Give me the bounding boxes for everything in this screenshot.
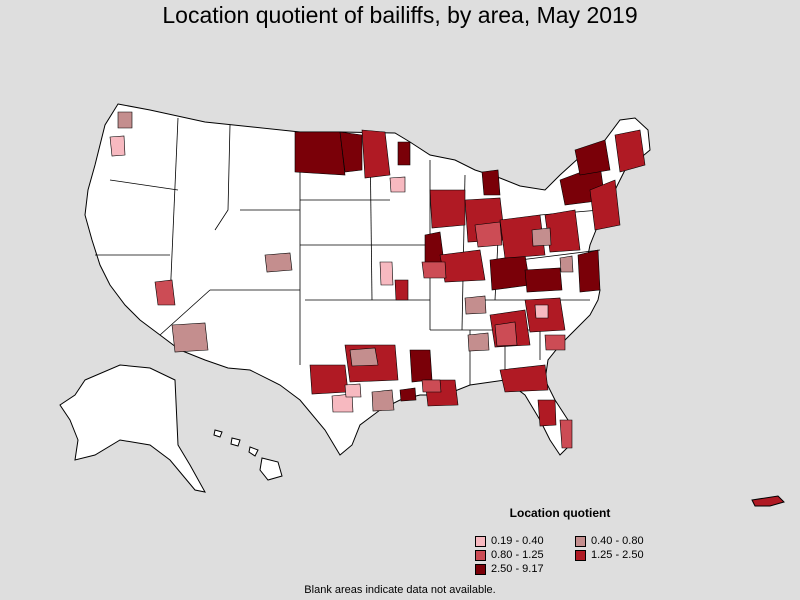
legend-item-1.25-2.50: 1.25 - 2.50 (575, 548, 644, 562)
puerto-rico-shape (751, 495, 785, 507)
legend-swatch (575, 549, 586, 561)
legend-swatch (475, 535, 486, 547)
legend-swatch (575, 535, 586, 547)
legend-item-0.80-1.25: 0.80 - 1.25 (475, 548, 544, 562)
legend-swatch (475, 563, 486, 575)
legend-swatch (475, 549, 486, 561)
legend-title: Location quotient (509, 506, 611, 520)
hawaii-shape (213, 429, 283, 481)
footnote: Blank areas indicate data not available. (304, 584, 496, 596)
legend-label: 1.25 - 2.50 (591, 549, 644, 561)
legend-label: 0.19 - 0.40 (491, 535, 544, 547)
map-title: Location quotient of bailiffs, by area, … (162, 2, 638, 28)
quotient-0.80-1.25-areas (154, 221, 573, 449)
legend-label: 0.40 - 0.80 (591, 535, 644, 547)
legend-item-0.40-0.80: 0.40 - 0.80 (575, 534, 644, 548)
legend-item-2.50-9.17: 2.50 - 9.17 (475, 562, 544, 576)
legend-label: 2.50 - 9.17 (491, 563, 544, 575)
legend-label: 0.80 - 1.25 (491, 549, 544, 561)
alaska-shape (59, 364, 206, 493)
legend-item-0.19-0.40: 0.19 - 0.40 (475, 534, 544, 548)
quotient-0.19-0.40-areas (109, 135, 549, 413)
quotient-0.40-0.80-areas (117, 111, 574, 412)
